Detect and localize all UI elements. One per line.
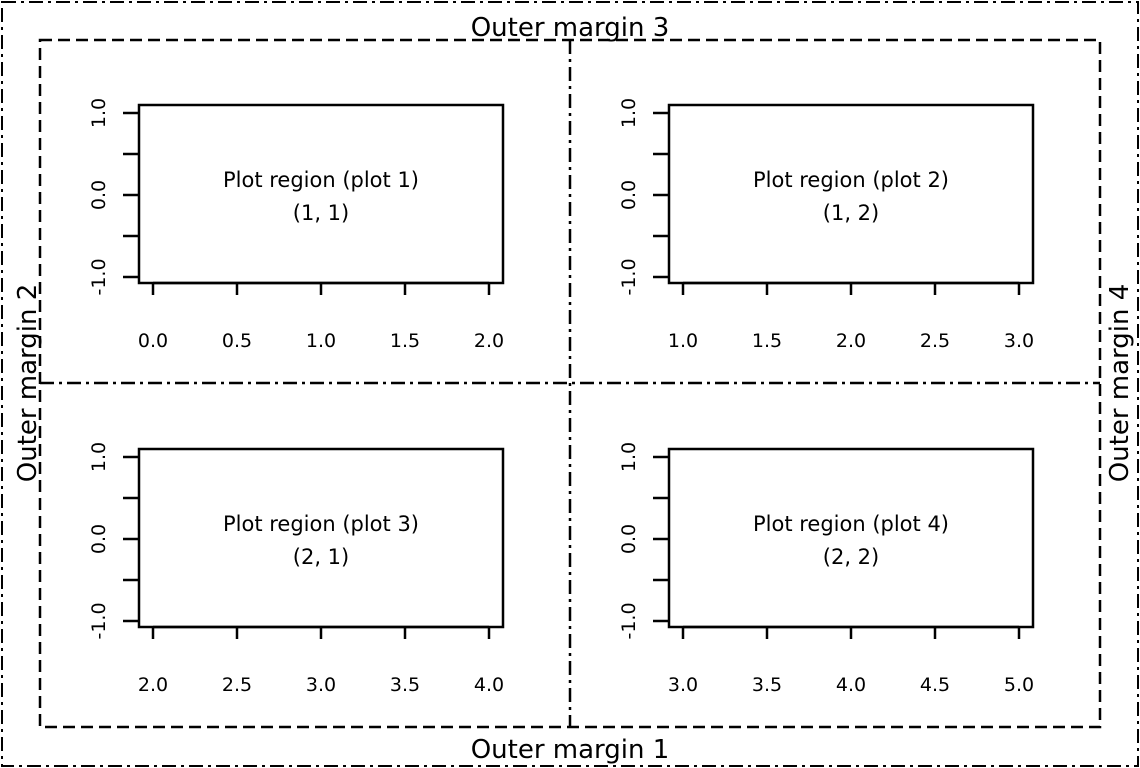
x-tick-label: 3.0 [668,674,698,696]
plot-position: (2, 2) [823,545,879,569]
panel-3: Plot region (plot 3) (2, 1) 2.0 2.5 3.0 3.5… [88,442,505,696]
x-axis: 1.0 1.5 2.0 2.5 3.0 [668,281,1034,352]
x-tick-label: 2.0 [474,330,504,352]
x-tick-label: 2.0 [836,330,866,352]
y-axis: 1.0 0.0 -1.0 [88,98,139,296]
y-tick-label: 0.0 [618,524,640,554]
x-tick-label: 4.0 [474,674,504,696]
y-axis: 1.0 0.0 -1.0 [88,442,139,640]
panel-1: Plot region (plot 1) (1, 1) 0.0 0.5 1.0 1.5… [88,98,505,352]
x-tick-label: 5.0 [1004,674,1034,696]
x-tick-label: 1.5 [752,330,782,352]
x-tick-label: 3.5 [390,674,420,696]
x-tick-label: 3.0 [306,674,336,696]
panel-4: Plot region (plot 4) (2, 2) 3.0 3.5 4.0 4.5… [618,442,1035,696]
y-tick-label: 1.0 [88,442,110,472]
y-tick-label: 0.0 [88,524,110,554]
plot-title: Plot region (plot 4) [753,512,949,536]
x-axis: 0.0 0.5 1.0 1.5 2.0 [138,281,504,352]
y-tick-label: -1.0 [618,258,640,295]
plot-title: Plot region (plot 3) [223,512,419,536]
x-tick-label: 2.0 [138,674,168,696]
plot-position: (2, 1) [293,545,349,569]
outer-margin-right-label: Outer margin 4 [1105,284,1135,483]
y-axis: 1.0 0.0 -1.0 [618,442,669,640]
x-tick-label: 2.5 [920,330,950,352]
y-tick-label: -1.0 [88,602,110,639]
outer-margin-left-label: Outer margin 2 [13,284,43,483]
x-axis: 3.0 3.5 4.0 4.5 5.0 [668,625,1034,696]
y-tick-label: 1.0 [618,442,640,472]
y-axis: 1.0 0.0 -1.0 [618,98,669,296]
plot-box [137,447,505,629]
y-tick-label: 0.0 [88,180,110,210]
panel-2: Plot region (plot 2) (1, 2) 1.0 1.5 2.0 2.5… [618,98,1035,352]
y-tick-label: 0.0 [618,180,640,210]
plot-box [137,103,505,285]
x-tick-label: 4.5 [920,674,950,696]
plot-title: Plot region (plot 1) [223,168,419,192]
y-tick-label: 1.0 [618,98,640,128]
plot-position: (1, 1) [293,201,349,225]
x-tick-label: 0.0 [138,330,168,352]
x-tick-label: 0.5 [222,330,252,352]
plot-title: Plot region (plot 2) [753,168,949,192]
x-tick-label: 4.0 [836,674,866,696]
x-tick-label: 1.0 [668,330,698,352]
y-tick-label: -1.0 [88,258,110,295]
plot-box [667,447,1035,629]
y-tick-label: 1.0 [88,98,110,128]
x-tick-label: 1.5 [390,330,420,352]
x-axis: 2.0 2.5 3.0 3.5 4.0 [138,625,504,696]
x-tick-label: 3.5 [752,674,782,696]
y-tick-label: -1.0 [618,602,640,639]
plot-position: (1, 2) [823,201,879,225]
x-tick-label: 1.0 [306,330,336,352]
outer-margin-bottom-label: Outer margin 1 [471,735,670,765]
x-tick-label: 2.5 [222,674,252,696]
x-tick-label: 3.0 [1004,330,1034,352]
outer-margin-top-label: Outer margin 3 [471,13,670,43]
plot-box [667,103,1035,285]
